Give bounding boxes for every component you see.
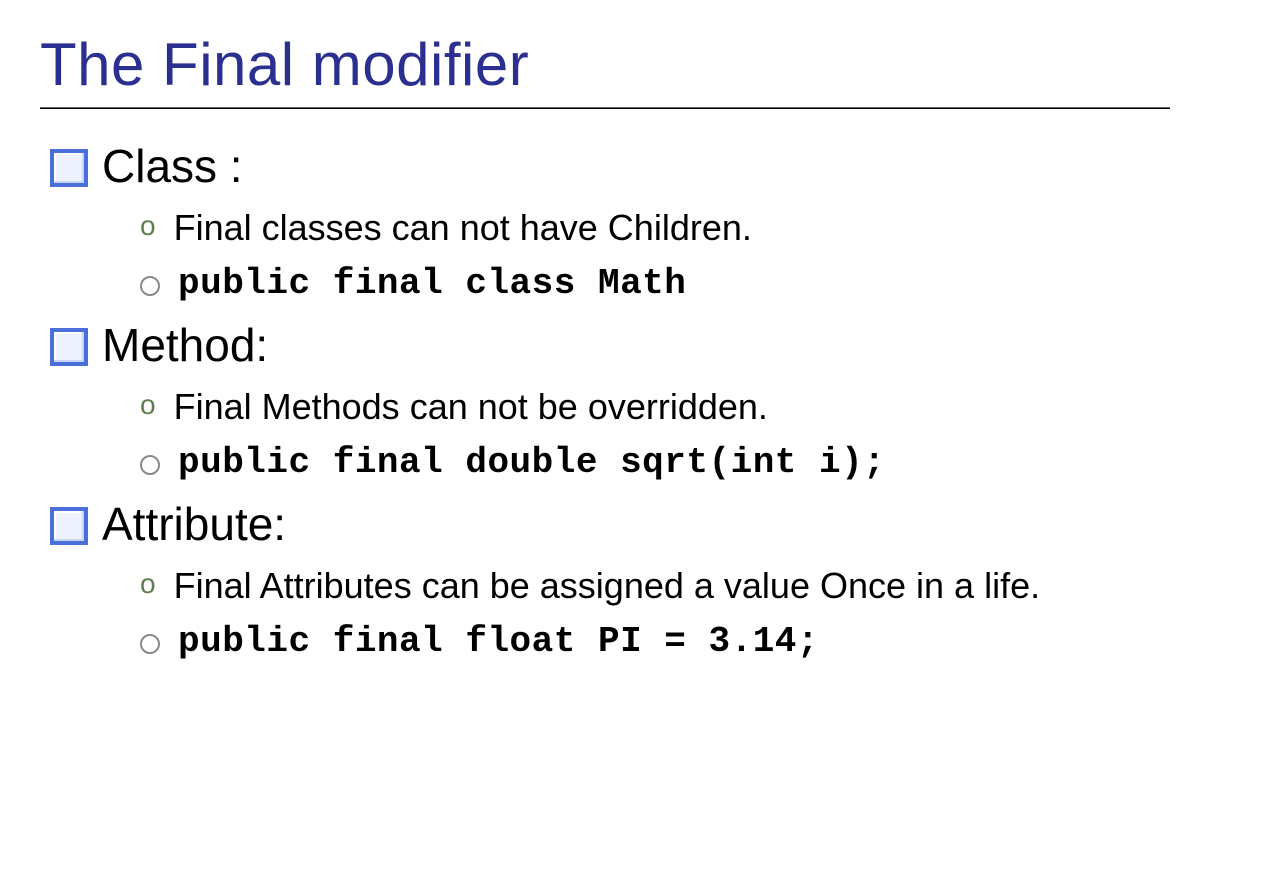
section-heading-attribute: Attribute:	[50, 497, 1236, 551]
class-desc-text: Final classes can not have Children.	[174, 207, 752, 249]
class-code-text: public final class Math	[178, 263, 686, 304]
square-bullet-icon	[50, 328, 88, 366]
section-heading-text: Method:	[102, 318, 268, 372]
attribute-code-text: public final float PI = 3.14;	[178, 621, 819, 662]
title-underline	[40, 107, 1170, 109]
section-heading-class: Class :	[50, 139, 1236, 193]
section-heading-text: Attribute:	[102, 497, 286, 551]
o-bullet-open-icon	[140, 455, 160, 475]
o-bullet-open-icon	[140, 276, 160, 296]
class-code-row: public final class Math	[140, 263, 1236, 304]
method-desc-row: o Final Methods can not be overridden.	[140, 386, 1236, 428]
attribute-desc-text: Final Attributes can be assigned a value…	[174, 565, 1041, 607]
square-bullet-icon	[50, 149, 88, 187]
section-heading-text: Class :	[102, 139, 243, 193]
square-bullet-icon	[50, 507, 88, 545]
o-bullet-filled-icon: o	[140, 570, 156, 598]
attribute-code-row: public final float PI = 3.14;	[140, 621, 1236, 662]
o-bullet-filled-icon: o	[140, 212, 156, 240]
class-desc-row: o Final classes can not have Children.	[140, 207, 1236, 249]
o-bullet-open-icon	[140, 634, 160, 654]
method-code-text: public final double sqrt(int i);	[178, 442, 885, 483]
method-desc-text: Final Methods can not be overridden.	[174, 386, 768, 428]
attribute-desc-row: o Final Attributes can be assigned a val…	[140, 565, 1236, 607]
slide: The Final modifier Class : o Final class…	[0, 0, 1276, 716]
section-heading-method: Method:	[50, 318, 1236, 372]
slide-title: The Final modifier	[40, 30, 1236, 99]
o-bullet-filled-icon: o	[140, 391, 156, 419]
method-code-row: public final double sqrt(int i);	[140, 442, 1236, 483]
